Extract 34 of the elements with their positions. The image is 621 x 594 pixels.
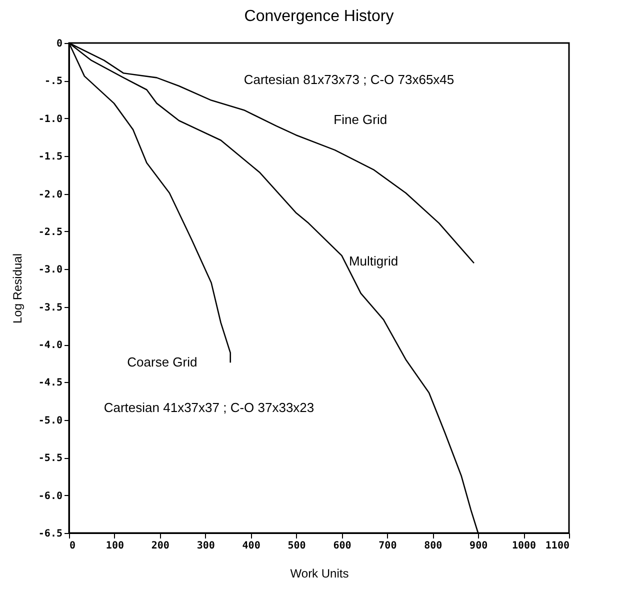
text: Coarse Grid — [127, 354, 198, 370]
y-tick-label: -4.0 — [38, 340, 62, 352]
chart-title: Convergence History — [244, 8, 394, 25]
x-axis-title: Work Units — [290, 566, 349, 580]
x-tick-label: 200 — [151, 540, 170, 552]
y-tick-label: -4.5 — [38, 378, 62, 389]
y-axis-title: Log Residual — [10, 253, 24, 324]
x-tick-label: 600 — [333, 540, 352, 552]
y-tick-label: -6.5 — [38, 528, 62, 540]
y-tick-label: -3.5 — [38, 302, 62, 314]
x-tick-label: 0 — [70, 540, 76, 552]
series-label: Multigrid — [348, 254, 398, 269]
x-tick-label: 800 — [424, 540, 442, 552]
y-tick-label: -5.5 — [38, 453, 62, 464]
y-tick-label: -.5 — [44, 76, 62, 88]
x-tick-label: 1100 — [545, 540, 570, 552]
x-tick-label: 900 — [470, 540, 488, 552]
y-tick-label: 0 — [56, 38, 62, 50]
y-tick-label: -6.0 — [38, 490, 62, 502]
y-tick-label: -2.0 — [38, 189, 62, 200]
x-tick-label: 500 — [288, 540, 306, 552]
x-tick-label: 1000 — [512, 540, 536, 552]
annotation: Cartesian 81x73x73 ; C-O 73x65x45 — [244, 72, 454, 87]
x-tick-label: 700 — [378, 540, 397, 552]
x-tick-label: 100 — [106, 540, 124, 552]
y-tick-label: -2.5 — [38, 226, 62, 238]
annotation: Cartesian 41x37x37 ; C-O 37x33x23 — [104, 400, 314, 416]
y-tick-label: -1.5 — [38, 152, 62, 163]
y-tick-label: -3.0 — [38, 264, 62, 276]
x-tick-label: 400 — [242, 540, 260, 552]
y-tick-label: -1.0 — [38, 114, 62, 125]
x-tick-label: 300 — [196, 540, 215, 552]
y-tick-label: -5.0 — [38, 415, 62, 426]
series-label: Fine Grid — [334, 112, 388, 127]
